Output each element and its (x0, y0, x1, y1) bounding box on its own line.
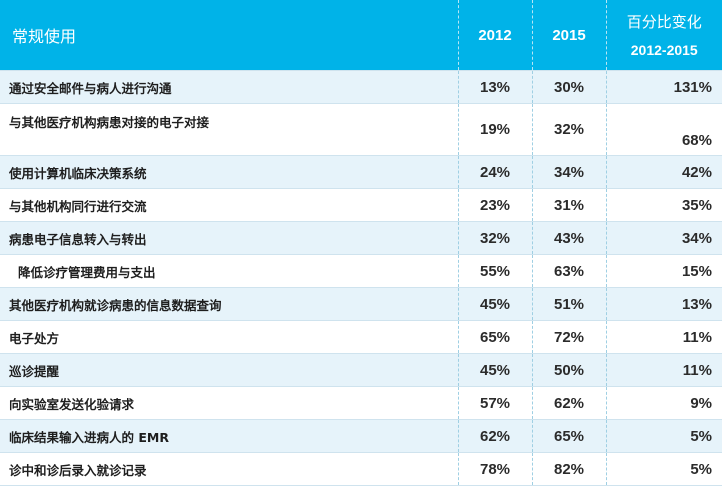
row-value-2012: 13% (457, 70, 532, 104)
row-value-2015: 65% (531, 419, 606, 453)
row-value-2012: 45% (457, 287, 532, 321)
row-label: 其他医疗机构就诊病患的信息数据查询 (0, 287, 458, 321)
table-row: 与其他机构同行进行交流 23% 31% 35% (0, 188, 722, 222)
row-value-2015: 72% (531, 320, 606, 354)
header-category: 常规使用 (0, 0, 458, 71)
header-year-2015: 2015 (531, 0, 606, 71)
row-change: 11% (605, 353, 722, 387)
header-change-title: 百分比变化 (626, 13, 702, 31)
row-label: 与其他机构同行进行交流 (0, 188, 458, 222)
row-value-2015: 30% (531, 70, 606, 104)
row-change: 68% (605, 103, 722, 156)
row-change: 5% (605, 452, 722, 486)
row-change: 42% (605, 155, 722, 189)
row-value-2015: 34% (531, 155, 606, 189)
row-label: 诊中和诊后录入就诊记录 (0, 452, 458, 486)
row-label: 通过安全邮件与病人进行沟通 (0, 70, 458, 104)
row-value-2015: 31% (531, 188, 606, 222)
table-row: 其他医疗机构就诊病患的信息数据查询 45% 51% 13% (0, 287, 722, 321)
row-label: 巡诊提醒 (0, 353, 458, 387)
row-label: 降低诊疗管理费用与支出 (0, 254, 458, 288)
row-change: 13% (605, 287, 722, 321)
row-value-2015: 43% (531, 221, 606, 255)
row-label: 临床结果输入进病人的 EMR (0, 419, 458, 453)
row-label: 病患电子信息转入与转出 (0, 221, 458, 255)
row-change: 131% (605, 70, 722, 104)
row-label: 与其他医疗机构病患对接的电子对接 (0, 103, 458, 156)
header-change-range: 2012-2015 (630, 42, 698, 58)
row-value-2015: 62% (531, 386, 606, 420)
row-value-2015: 50% (531, 353, 606, 387)
table-row: 病患电子信息转入与转出 32% 43% 34% (0, 221, 722, 255)
row-value-2012: 23% (457, 188, 532, 222)
table-row: 临床结果输入进病人的 EMR 62% 65% 5% (0, 419, 722, 453)
row-value-2015: 51% (531, 287, 606, 321)
row-value-2012: 45% (457, 353, 532, 387)
row-value-2012: 55% (457, 254, 532, 288)
row-value-2015: 63% (531, 254, 606, 288)
row-value-2012: 19% (457, 103, 532, 156)
table-row: 通过安全邮件与病人进行沟通 13% 30% 131% (0, 70, 722, 104)
table-row: 电子处方 65% 72% 11% (0, 320, 722, 354)
row-value-2012: 57% (457, 386, 532, 420)
header-change: 百分比变化 2012-2015 (605, 0, 722, 71)
table-row: 巡诊提醒 45% 50% 11% (0, 353, 722, 387)
row-label: 电子处方 (0, 320, 458, 354)
table-row: 降低诊疗管理费用与支出 55% 63% 15% (0, 254, 722, 288)
row-change: 11% (605, 320, 722, 354)
row-change: 35% (605, 188, 722, 222)
table-row: 使用计算机临床决策系统 24% 34% 42% (0, 155, 722, 189)
row-value-2012: 62% (457, 419, 532, 453)
row-change: 34% (605, 221, 722, 255)
row-label: 向实验室发送化验请求 (0, 386, 458, 420)
row-label: 使用计算机临床决策系统 (0, 155, 458, 189)
row-change: 5% (605, 419, 722, 453)
table-row: 诊中和诊后录入就诊记录 78% 82% 5% (0, 452, 722, 486)
row-value-2015: 82% (531, 452, 606, 486)
table-header-row: 常规使用 2012 2015 百分比变化 2012-2015 (0, 0, 722, 71)
row-value-2015: 32% (531, 103, 606, 156)
row-change: 9% (605, 386, 722, 420)
row-value-2012: 32% (457, 221, 532, 255)
table-row: 与其他医疗机构病患对接的电子对接 19% 32% 68% (0, 103, 722, 156)
row-value-2012: 78% (457, 452, 532, 486)
row-value-2012: 65% (457, 320, 532, 354)
header-year-2012: 2012 (457, 0, 532, 71)
row-change: 15% (605, 254, 722, 288)
table-row: 向实验室发送化验请求 57% 62% 9% (0, 386, 722, 420)
row-value-2012: 24% (457, 155, 532, 189)
